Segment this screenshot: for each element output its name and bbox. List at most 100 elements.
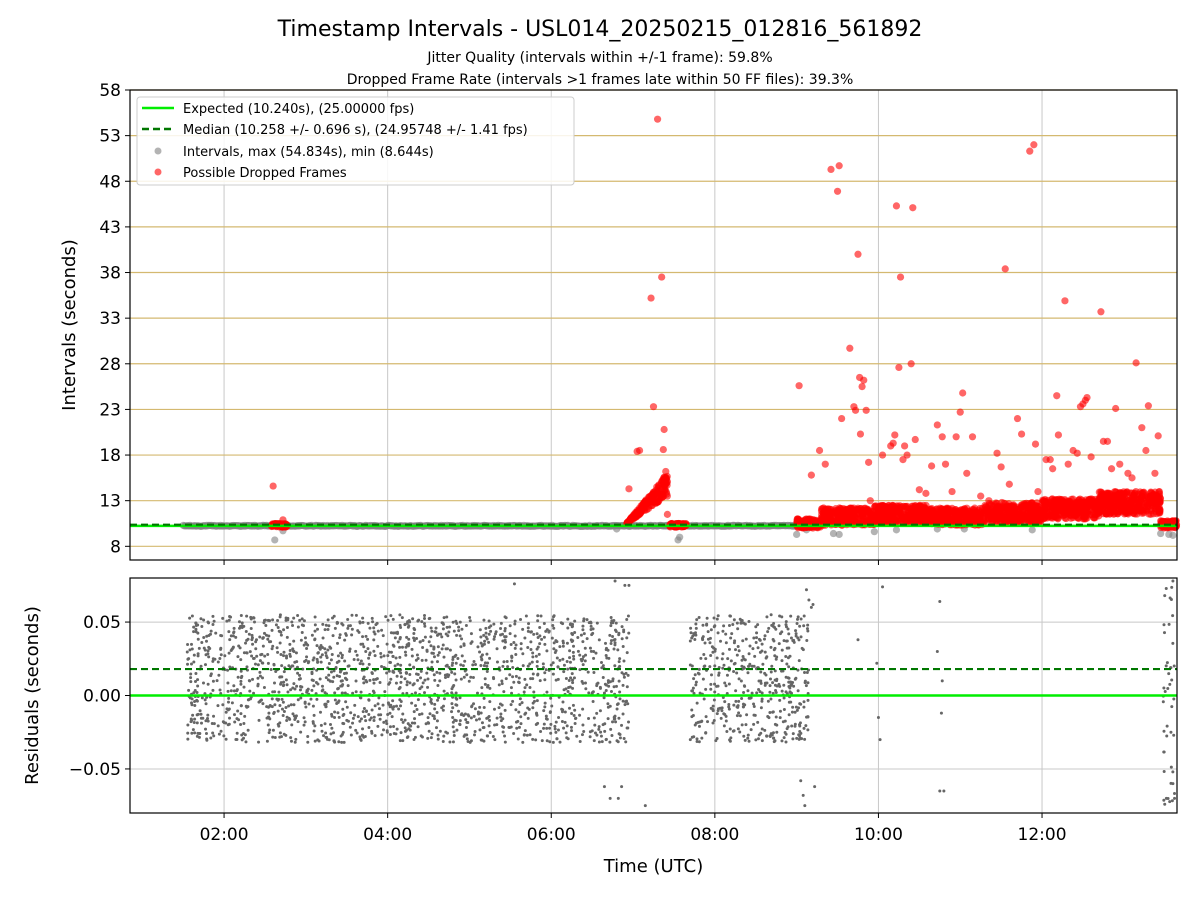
residual-point [544,714,548,718]
residual-point [397,707,401,711]
residual-point [338,636,342,640]
residual-point [382,654,386,658]
residual-point [721,666,725,670]
residual-point [235,689,239,693]
residual-point [609,639,613,643]
residual-point [545,628,549,632]
residual-point [549,731,553,735]
dropped-frame-point [625,485,633,493]
legend-swatch-dropped [154,168,162,176]
residual-point [570,672,574,676]
residual-point [462,642,466,646]
residual-point [448,625,452,629]
residual-point [508,673,512,677]
residual-point [510,656,514,660]
residual-point [441,621,445,625]
residual-point [289,739,293,743]
residual-point [615,707,619,711]
residual-point [580,733,584,737]
dropped-frame-point [1054,431,1062,439]
residual-point [303,720,307,724]
residual-point [296,671,300,675]
interval-point [1028,526,1036,534]
residual-point [557,715,561,719]
residual-point [366,621,370,625]
residual-point [536,672,540,676]
dropped-frame-point [659,445,667,454]
dropped-frame-point [1024,515,1032,523]
residual-point [433,678,437,682]
residual-point [625,617,629,621]
residual-point [300,617,304,621]
residual-point [473,729,477,733]
residual-point [600,666,604,670]
residual-point [621,699,625,703]
dropped-frame-point [896,273,905,281]
residual-point [324,654,328,658]
residual-point [435,710,439,714]
residual-point [436,737,440,741]
residual-point [330,653,334,657]
residual-point [538,679,542,683]
residual-point [459,677,463,681]
interval-point [613,525,621,533]
residual-point [211,657,215,661]
residual-point [249,626,253,630]
residual-point [250,654,254,658]
interval-point [835,530,843,539]
dropped-frame-point [854,250,862,258]
residual-point [499,719,503,723]
residual-point [279,735,283,739]
residual-point [251,677,255,681]
residual-point [450,702,454,706]
legend-entry-expected: Expected (10.240s), (25.00000 fps) [142,102,414,117]
residual-point [192,720,196,724]
residual-point [513,622,517,626]
residual-point [599,661,603,665]
residual-point [429,626,433,630]
residual-point [554,649,558,653]
residual-point [276,650,280,654]
residual-point [575,734,579,738]
residual-point [313,615,317,619]
residual-point [232,713,236,717]
residual-point [252,620,256,624]
dropped-frame-point [1075,514,1083,522]
residual-point [204,639,208,643]
residual-point [552,626,556,630]
residual-point [622,672,626,676]
residual-point [333,691,337,695]
residual-point [388,711,392,715]
residual-point [568,660,572,664]
residual-point [483,639,487,643]
residual-point [201,681,205,685]
residual-point [527,707,531,711]
residual-point [738,730,742,734]
residual-point [413,717,417,721]
residual-point [356,715,360,719]
residual-point [290,723,294,727]
residual-point [366,637,370,641]
residual-point [392,644,396,648]
residual-point [304,705,308,709]
residual-point [186,731,190,735]
dropped-frame-point [1095,508,1103,516]
residual-point [519,722,523,726]
residual-point [412,666,416,670]
residual-point [267,711,271,715]
residual-point [211,659,215,663]
residual-point [268,703,272,707]
residual-point [419,676,423,680]
residual-point [266,723,270,727]
residual-point [285,656,289,660]
residual-point [554,720,558,724]
residual-point [487,640,491,644]
residual-point [280,664,284,668]
residual-point [514,720,518,724]
residual-point [340,691,344,695]
residual-point [285,625,289,629]
dropped-frame-point [1155,492,1163,500]
residual-point [458,620,462,624]
residual-point [370,671,374,675]
residual-point [256,682,260,686]
